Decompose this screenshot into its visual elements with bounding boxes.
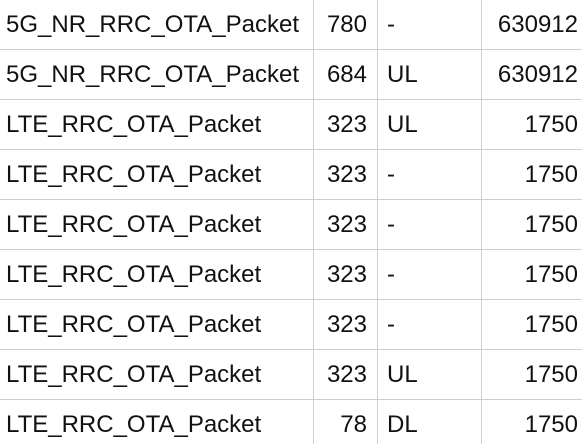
packet-direction-cell: UL	[378, 350, 482, 399]
packet-direction-cell: -	[378, 150, 482, 199]
packet-length-cell: 323	[314, 100, 378, 149]
packet-length-cell: 323	[314, 300, 378, 349]
packet-id-cell: 630912	[497, 61, 578, 88]
packet-length-cell: 323	[314, 200, 378, 249]
packet-type-cell: 5G_NR_RRC_OTA_Packet	[0, 50, 314, 99]
table-row[interactable]: 5G_NR_RRC_OTA_Packet 780 - 630912	[0, 0, 582, 50]
packet-length-cell: 780	[314, 0, 378, 49]
packet-id-cell: 1750	[524, 361, 578, 388]
table-row[interactable]: LTE_RRC_OTA_Packet 323 - 1750	[0, 250, 582, 300]
packet-id-cell: 630912	[497, 11, 578, 38]
packet-direction-cell: -	[378, 0, 482, 49]
packet-length-cell: 78	[314, 400, 378, 444]
packet-type-cell: LTE_RRC_OTA_Packet	[0, 300, 314, 349]
packet-id-cell: 1750	[524, 161, 578, 188]
packet-type-cell: LTE_RRC_OTA_Packet	[0, 200, 314, 249]
packet-id-cell: 1750	[524, 211, 578, 238]
packet-length-cell: 323	[314, 150, 378, 199]
table-row[interactable]: LTE_RRC_OTA_Packet 323 - 1750	[0, 150, 582, 200]
table-row[interactable]: LTE_RRC_OTA_Packet 323 UL 1750	[0, 350, 582, 400]
packet-direction-cell: UL	[378, 50, 482, 99]
table-row[interactable]: LTE_RRC_OTA_Packet 323 - 1750	[0, 200, 582, 250]
table-row[interactable]: LTE_RRC_OTA_Packet 78 DL 1750	[0, 400, 582, 444]
packet-direction-cell: -	[378, 250, 482, 299]
packet-type-cell: LTE_RRC_OTA_Packet	[0, 250, 314, 299]
packet-type-cell: LTE_RRC_OTA_Packet	[0, 100, 314, 149]
table-row[interactable]: 5G_NR_RRC_OTA_Packet 684 UL 630912	[0, 50, 582, 100]
packet-direction-cell: DL	[378, 400, 482, 444]
packet-length-cell: 323	[314, 250, 378, 299]
packet-id-cell: 1750	[524, 411, 578, 438]
packet-direction-cell: -	[378, 200, 482, 249]
table-row[interactable]: LTE_RRC_OTA_Packet 323 - 1750	[0, 300, 582, 350]
table-row[interactable]: LTE_RRC_OTA_Packet 323 UL 1750	[0, 100, 582, 150]
packet-direction-cell: UL	[378, 100, 482, 149]
packet-type-cell: 5G_NR_RRC_OTA_Packet	[0, 0, 314, 49]
packet-length-cell: 323	[314, 350, 378, 399]
packet-id-cell: 1750	[524, 311, 578, 338]
packet-id-cell: 1750	[524, 261, 578, 288]
packet-length-cell: 684	[314, 50, 378, 99]
packet-type-cell: LTE_RRC_OTA_Packet	[0, 350, 314, 399]
packet-id-cell: 1750	[524, 111, 578, 138]
packet-type-cell: LTE_RRC_OTA_Packet	[0, 400, 314, 444]
packet-direction-cell: -	[378, 300, 482, 349]
packet-type-cell: LTE_RRC_OTA_Packet	[0, 150, 314, 199]
